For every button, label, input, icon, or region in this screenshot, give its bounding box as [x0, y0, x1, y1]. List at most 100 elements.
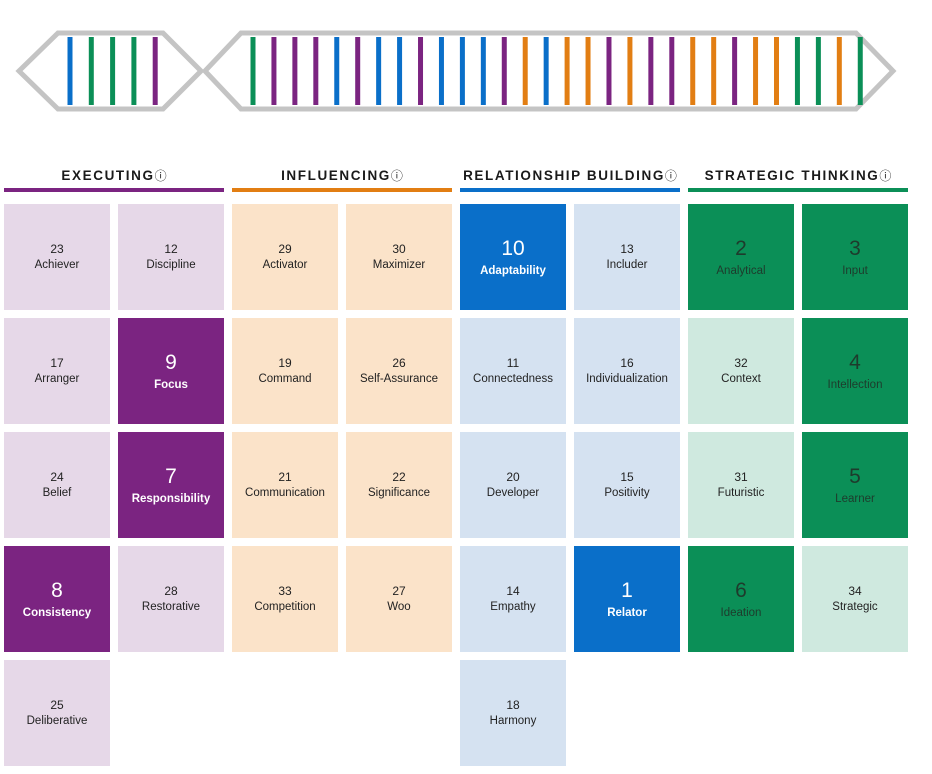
strength-tile-connectedness[interactable]: 11 Connectedness	[460, 318, 566, 424]
category-label: RELATIONSHIP BUILDING	[463, 168, 665, 183]
strength-tile-includer[interactable]: 13 Includer	[574, 204, 680, 310]
strength-name: Context	[721, 373, 761, 385]
strength-rank: 22	[392, 470, 406, 484]
strength-rank: 19	[278, 356, 292, 370]
strength-tile-restorative[interactable]: 28 Restorative	[118, 546, 224, 652]
strength-tile-empathy[interactable]: 14 Empathy	[460, 546, 566, 652]
strength-tile-activator[interactable]: 29 Activator	[232, 204, 338, 310]
strength-name: Competition	[254, 601, 316, 613]
strength-tile-deliberative[interactable]: 25 Deliberative	[4, 660, 110, 766]
strength-name: Arranger	[34, 373, 80, 385]
strength-name: Futuristic	[717, 487, 765, 499]
category-underline	[232, 188, 452, 192]
strength-name: Maximizer	[372, 259, 426, 271]
strength-name: Adaptability	[480, 264, 546, 277]
strength-tile-significance[interactable]: 22 Significance	[346, 432, 452, 538]
strength-name: Harmony	[489, 715, 537, 727]
strength-tile-self-assurance[interactable]: 26 Self-Assurance	[346, 318, 452, 424]
strength-tile-intellection[interactable]: 4 Intellection	[802, 318, 908, 424]
strength-tile-harmony[interactable]: 18 Harmony	[460, 660, 566, 766]
category-label: STRATEGIC THINKING	[704, 168, 880, 183]
info-icon[interactable]: ⓘ	[390, 169, 403, 183]
strength-rank: 24	[50, 470, 64, 484]
strength-tile-learner[interactable]: 5 Learner	[802, 432, 908, 538]
strength-tile-discipline[interactable]: 12 Discipline	[118, 204, 224, 310]
strength-rank: 29	[278, 242, 292, 256]
category-label: EXECUTING	[61, 168, 155, 183]
strength-tile-positivity[interactable]: 15 Positivity	[574, 432, 680, 538]
strength-name: Responsibility	[131, 492, 211, 505]
strength-tile-ideation[interactable]: 6 Ideation	[688, 546, 794, 652]
strength-tile-adaptability[interactable]: 10 Adaptability	[460, 204, 566, 310]
info-icon[interactable]: ⓘ	[154, 169, 167, 183]
strength-name: Strategic	[832, 601, 878, 613]
strength-name: Achiever	[34, 259, 80, 271]
strength-rank: 28	[164, 584, 178, 598]
strength-tile-responsibility[interactable]: 7 Responsibility	[118, 432, 224, 538]
strength-rank: 5	[849, 464, 861, 488]
strength-rank: 14	[506, 584, 520, 598]
strength-rank: 17	[50, 356, 64, 370]
strength-name: Intellection	[827, 378, 883, 391]
strength-tile-context[interactable]: 32 Context	[688, 318, 794, 424]
strength-name: Command	[258, 373, 312, 385]
strength-tile-communication[interactable]: 21 Communication	[232, 432, 338, 538]
strength-rank: 30	[392, 242, 406, 256]
strength-rank: 15	[620, 470, 634, 484]
strength-name: Ideation	[720, 606, 762, 619]
strength-tile-strategic[interactable]: 34 Strategic	[802, 546, 908, 652]
strengths-dna-graphic	[15, 30, 897, 112]
category-underline	[4, 188, 224, 192]
strength-rank: 25	[50, 698, 64, 712]
strength-rank: 1	[621, 578, 633, 602]
strength-tile-relator[interactable]: 1 Relator	[574, 546, 680, 652]
strength-tile-focus[interactable]: 9 Focus	[118, 318, 224, 424]
strength-rank: 32	[734, 356, 748, 370]
strength-rank: 6	[735, 578, 747, 602]
strength-rank: 3	[849, 236, 861, 260]
strength-name: Belief	[42, 487, 72, 499]
strength-name: Focus	[154, 378, 188, 391]
strength-name: Discipline	[146, 259, 196, 271]
category-header-strategic: STRATEGIC THINKINGⓘ	[688, 167, 908, 195]
info-icon[interactable]: ⓘ	[664, 169, 677, 183]
dna-right-outline	[201, 30, 897, 112]
strength-tile-maximizer[interactable]: 30 Maximizer	[346, 204, 452, 310]
strength-rank: 20	[506, 470, 520, 484]
strength-tile-woo[interactable]: 27 Woo	[346, 546, 452, 652]
strength-rank: 27	[392, 584, 406, 598]
strength-name: Learner	[835, 492, 875, 505]
strength-tile-achiever[interactable]: 23 Achiever	[4, 204, 110, 310]
strength-name: Communication	[245, 487, 325, 499]
strength-tile-analytical[interactable]: 2 Analytical	[688, 204, 794, 310]
category-underline	[460, 188, 680, 192]
strength-name: Activator	[262, 259, 308, 271]
strength-name: Self-Assurance	[360, 373, 438, 385]
strength-rank: 11	[506, 356, 520, 370]
strength-tile-arranger[interactable]: 17 Arranger	[4, 318, 110, 424]
category-title: STRATEGIC THINKINGⓘ	[688, 167, 908, 184]
strength-rank: 12	[164, 242, 178, 256]
strength-tile-futuristic[interactable]: 31 Futuristic	[688, 432, 794, 538]
strength-name: Input	[842, 264, 868, 277]
strength-tile-developer[interactable]: 20 Developer	[460, 432, 566, 538]
strength-rank: 16	[620, 356, 634, 370]
category-header-influencing: INFLUENCINGⓘ	[232, 167, 452, 195]
strength-rank: 4	[849, 350, 861, 374]
strength-rank: 18	[506, 698, 520, 712]
strength-name: Developer	[486, 487, 540, 499]
strength-rank: 33	[278, 584, 292, 598]
info-icon[interactable]: ⓘ	[879, 169, 892, 183]
strength-tile-individualization[interactable]: 16 Individualization	[574, 318, 680, 424]
strength-tile-command[interactable]: 19 Command	[232, 318, 338, 424]
strength-tile-input[interactable]: 3 Input	[802, 204, 908, 310]
strength-tile-competition[interactable]: 33 Competition	[232, 546, 338, 652]
strength-rank: 21	[278, 470, 292, 484]
category-header-relationship: RELATIONSHIP BUILDINGⓘ	[460, 167, 680, 195]
category-header-executing: EXECUTINGⓘ	[4, 167, 224, 195]
strength-tile-consistency[interactable]: 8 Consistency	[4, 546, 110, 652]
strength-name: Includer	[606, 259, 648, 271]
strength-rank: 8	[51, 578, 63, 602]
strength-name: Significance	[367, 487, 430, 499]
strength-tile-belief[interactable]: 24 Belief	[4, 432, 110, 538]
